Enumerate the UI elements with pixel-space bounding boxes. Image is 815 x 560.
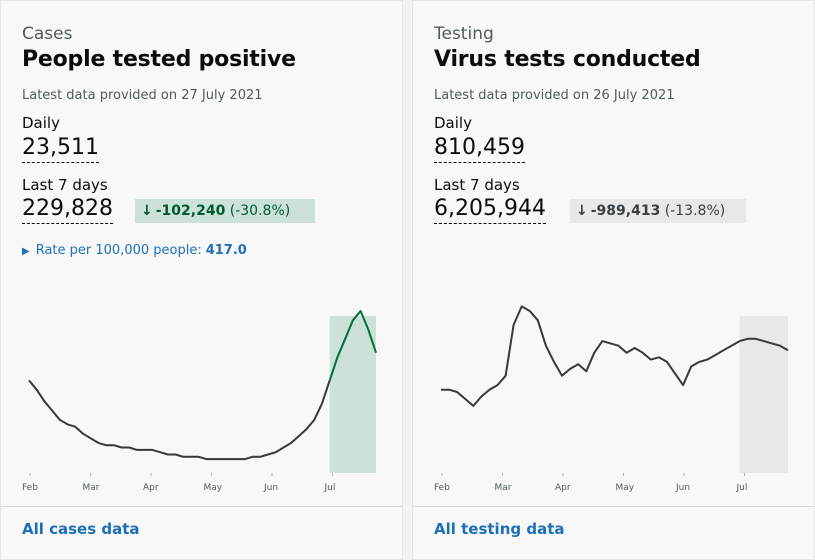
daily-label: Daily — [22, 114, 60, 132]
last-7-days-value[interactable]: 6,205,944 — [434, 196, 546, 224]
arrow-down-icon: ↓ — [141, 203, 153, 219]
footer-divider — [413, 506, 814, 507]
card-caption: Testing — [434, 24, 494, 44]
change-value: -989,413 — [590, 203, 661, 219]
change-value: -102,240 — [155, 203, 226, 219]
rate-label: Rate per 100,000 people: — [35, 243, 202, 258]
testing-series-line — [441, 305, 741, 407]
cases-tick-label-apr: Apr — [143, 483, 159, 493]
testing-tick-label-feb: Feb — [434, 483, 450, 493]
testing-tick-label-apr: Apr — [555, 483, 571, 493]
last-7-days-label: Last 7 days — [22, 176, 108, 194]
cases-card: Cases People tested positive Latest data… — [0, 0, 403, 560]
cases-tick-label-may: May — [204, 483, 223, 493]
testing-tick-label-mar: Mar — [495, 483, 512, 493]
testing-tick-label-jun: Jun — [675, 483, 690, 493]
cases-series-line — [28, 379, 331, 461]
cases-tick-label-jul: Jul — [324, 483, 336, 493]
cases-last-7-days-line — [328, 310, 377, 381]
triangle-right-icon: ▶ — [22, 246, 30, 257]
arrow-down-icon: ↓ — [576, 203, 588, 219]
rate-value: 417.0 — [205, 243, 247, 258]
cases-tick-label-feb: Feb — [22, 483, 38, 493]
daily-label: Daily — [434, 114, 472, 132]
cases-last-7-days-band — [329, 316, 376, 473]
testing-tick-label-jul: Jul — [736, 483, 748, 493]
testing-last-7-days-line — [739, 337, 789, 352]
daily-value[interactable]: 23,511 — [22, 135, 99, 163]
change-badge[interactable]: ↓ -102,240 (-30.8%) — [135, 199, 315, 223]
card-title: People tested positive — [22, 47, 296, 72]
last-7-days-label: Last 7 days — [434, 176, 520, 194]
testing-tick-label-may: May — [616, 483, 635, 493]
cases-tick-label-mar: Mar — [83, 483, 100, 493]
latest-data-date: Latest data provided on 26 July 2021 — [434, 88, 675, 103]
change-percent: (-13.8%) — [664, 203, 726, 219]
cases-chart: Feb Mar Apr May Jun Jul — [22, 310, 377, 493]
testing-chart: Feb Mar Apr May Jun Jul — [434, 305, 789, 493]
change-badge[interactable]: ↓ -989,413 (-13.8%) — [570, 199, 746, 223]
footer-divider — [1, 506, 402, 507]
all-testing-link[interactable]: All testing data — [434, 520, 565, 538]
card-title: Virus tests conducted — [434, 47, 701, 72]
latest-data-date: Latest data provided on 27 July 2021 — [22, 88, 263, 103]
cases-tick-label-jun: Jun — [263, 483, 278, 493]
testing-last-7-days-band — [739, 316, 788, 473]
daily-value[interactable]: 810,459 — [434, 135, 525, 163]
testing-card: Testing Virus tests conducted Latest dat… — [412, 0, 815, 560]
all-cases-link[interactable]: All cases data — [22, 520, 140, 538]
last-7-days-value[interactable]: 229,828 — [22, 196, 113, 224]
change-percent: (-30.8%) — [229, 203, 291, 219]
rate-toggle[interactable]: ▶ Rate per 100,000 people: 417.0 — [22, 243, 247, 258]
card-caption: Cases — [22, 24, 73, 44]
